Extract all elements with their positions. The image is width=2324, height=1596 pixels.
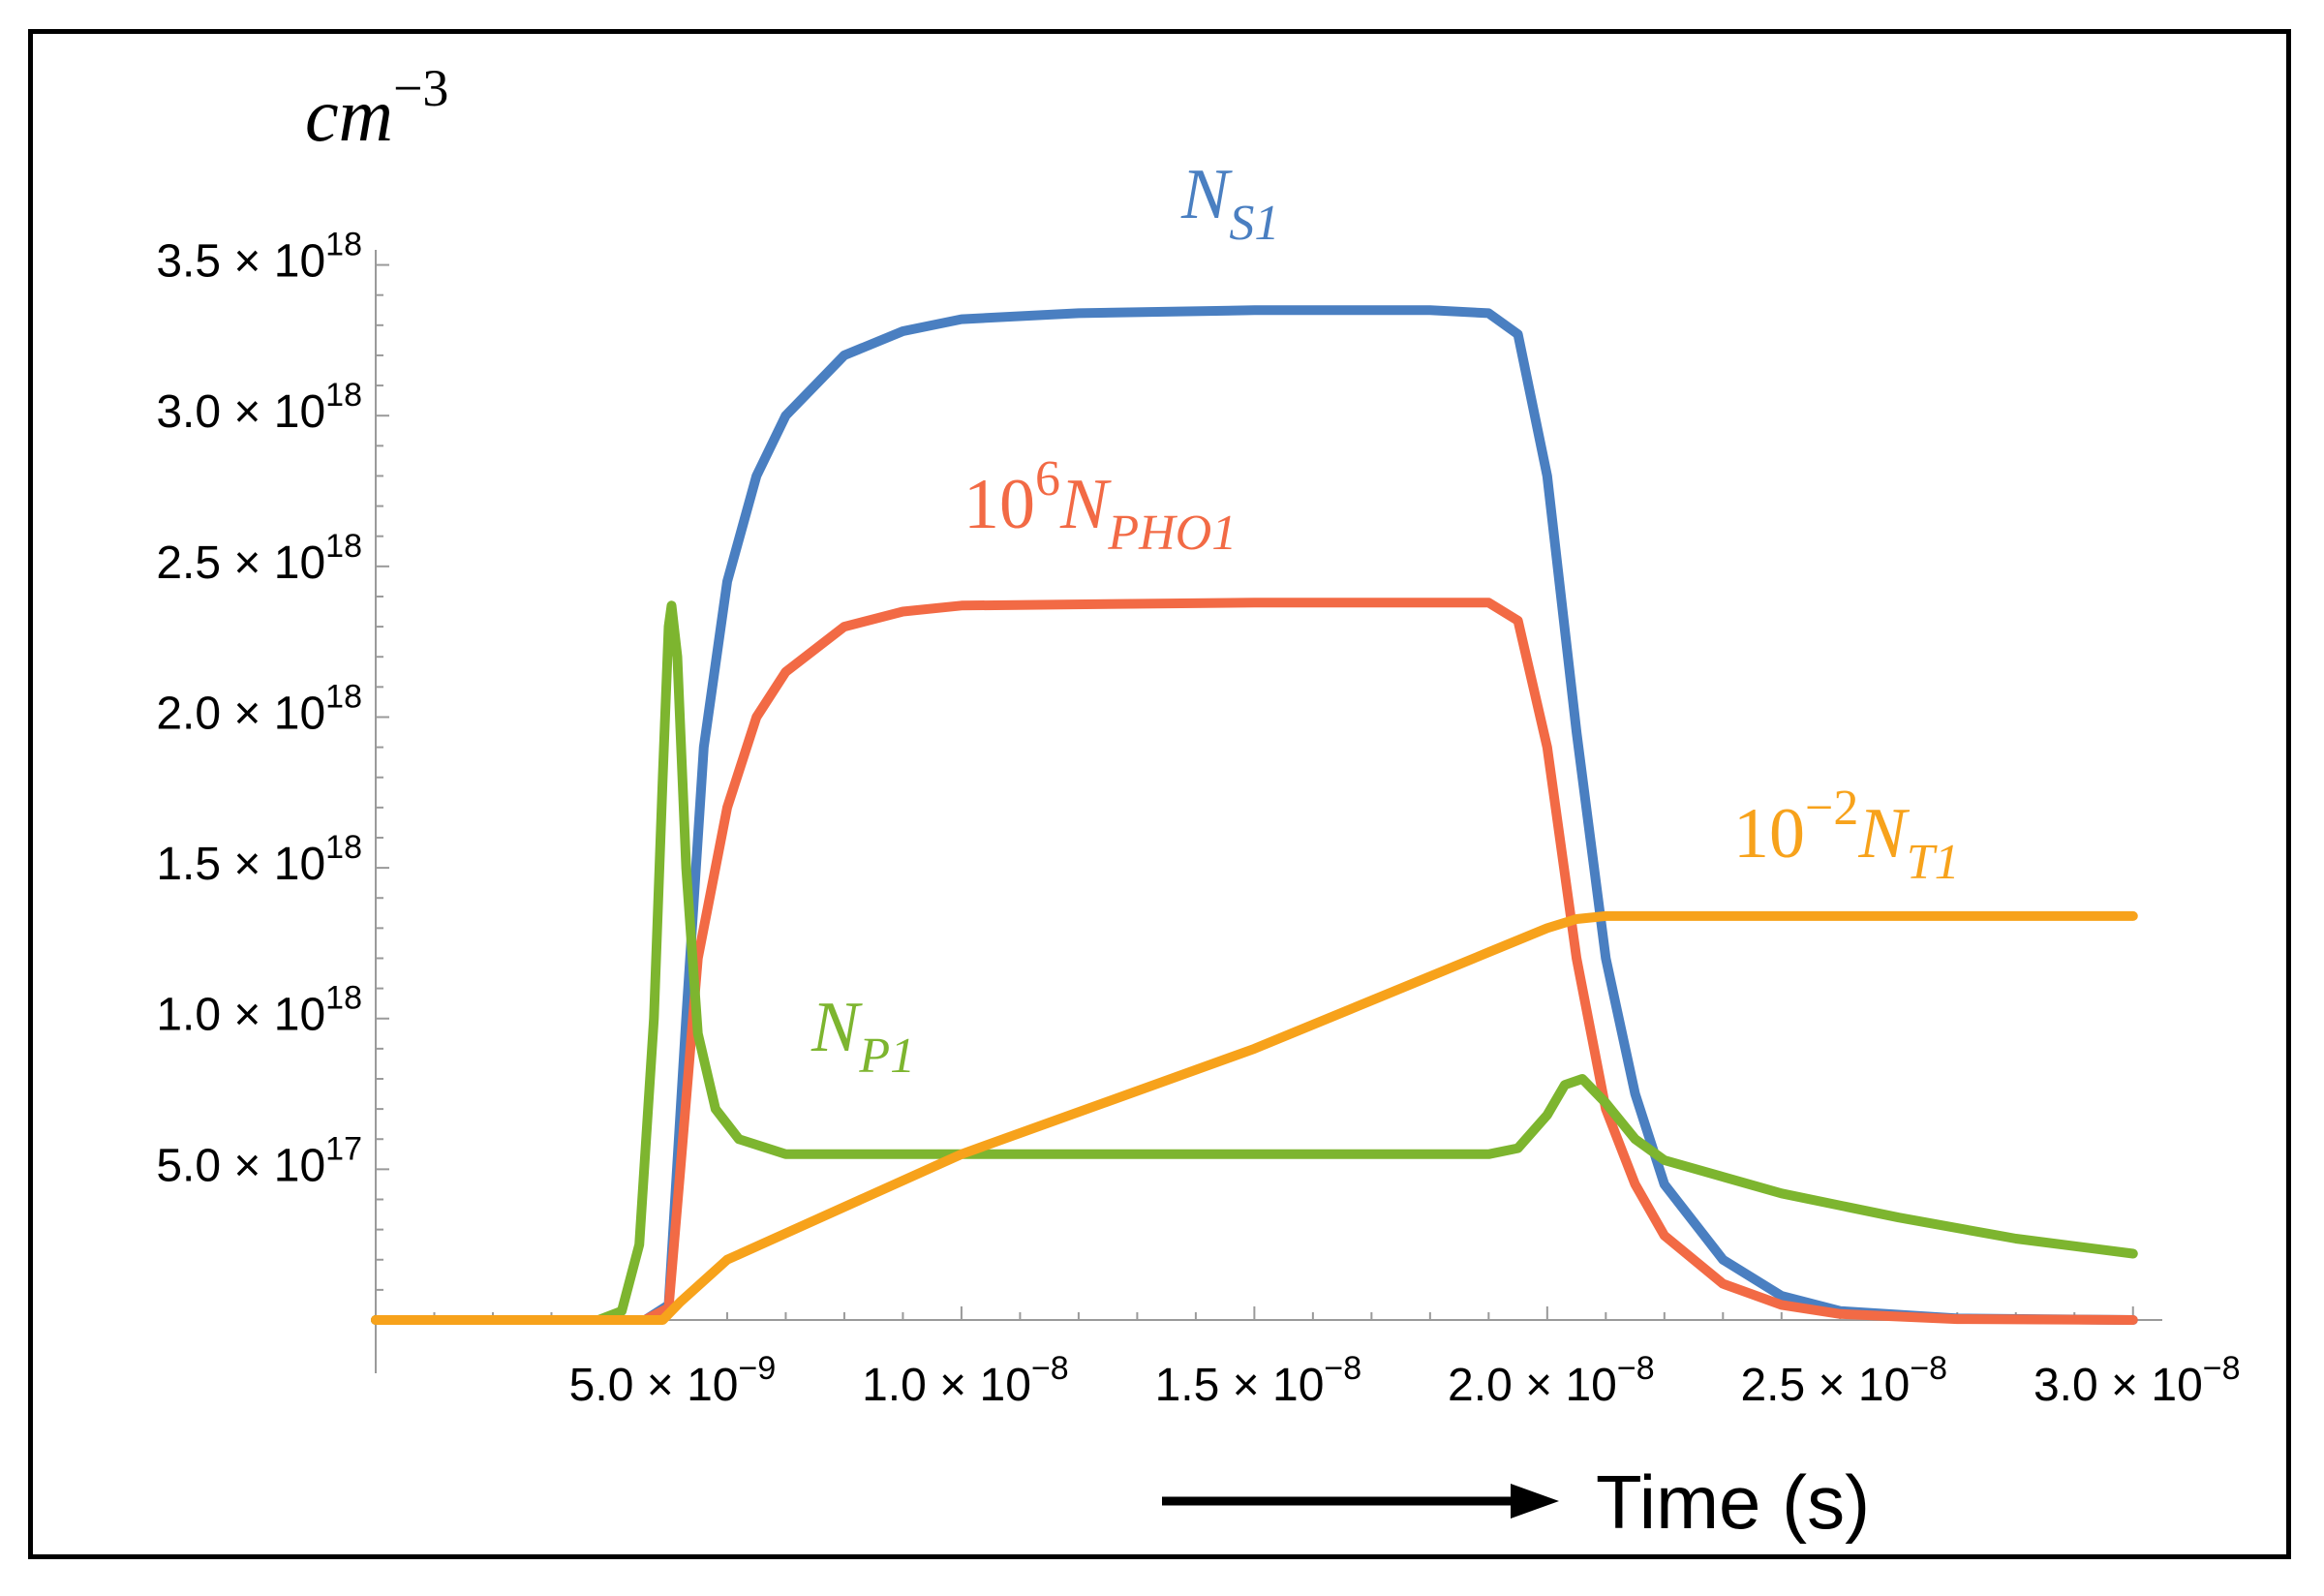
y-tick-label: 3.0 × 1018 <box>156 377 362 438</box>
x-tick-label: 3.0 × 10−8 <box>2034 1350 2241 1411</box>
series-label-10-2-n-t1: 10−2NT1 <box>1733 781 1960 890</box>
y-axis-title: cm−3 <box>305 59 448 157</box>
series-lines <box>371 305 2138 1325</box>
x-tick-label: 2.0 × 10−8 <box>1448 1350 1655 1411</box>
y-tick-label: 2.0 × 1018 <box>156 678 362 739</box>
series-line-10-2-n-t1 <box>371 910 2138 1325</box>
y-tick-label: 2.5 × 1018 <box>156 528 362 589</box>
x-tick-label: 1.0 × 10−8 <box>862 1350 1069 1411</box>
series-line-n-p1 <box>371 600 2138 1325</box>
series-label-n-s1: NS1 <box>1180 155 1279 251</box>
y-tick-label: 5.0 × 1017 <box>156 1130 362 1191</box>
x-tick-label: 5.0 × 10−9 <box>569 1350 777 1411</box>
y-tick-label: 1.5 × 1018 <box>156 829 362 890</box>
y-tick-label: 1.0 × 1018 <box>156 980 362 1041</box>
x-tick-label: 1.5 × 10−8 <box>1155 1350 1362 1411</box>
time-arrow-head <box>1511 1484 1559 1519</box>
x-tick-label: 2.5 × 10−8 <box>1740 1350 1947 1411</box>
series-label-n-p1: NP1 <box>810 988 915 1084</box>
series-label-10-6-n-pho1: 106NPHO1 <box>963 451 1237 561</box>
y-tick-label: 3.5 × 1018 <box>156 227 362 288</box>
x-axis-title: Time (s) <box>1596 1459 1870 1545</box>
figure-frame <box>28 29 2291 1559</box>
labels: 5.0 × 1017 1.0 × 1018 1.5 × 1018 2.0 × 1018… <box>156 59 2240 1545</box>
series-line-n-s1 <box>371 305 2138 1325</box>
